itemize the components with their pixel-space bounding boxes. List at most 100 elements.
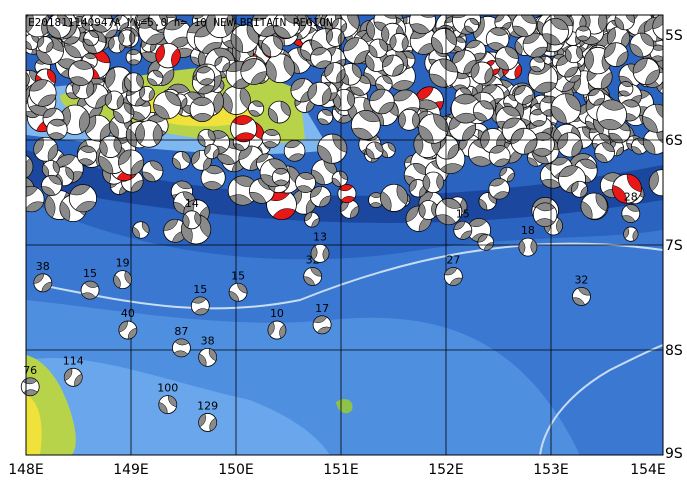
beachball — [135, 120, 163, 148]
beachball — [261, 35, 284, 58]
ball-quadrant — [580, 192, 608, 220]
beachball — [564, 45, 583, 64]
beachball — [197, 128, 216, 147]
event-depth: 38 — [201, 334, 215, 347]
event-beachball — [158, 395, 178, 415]
lat-label: 6S — [665, 133, 683, 149]
beachball — [485, 27, 510, 51]
beachball — [603, 42, 629, 67]
event-depth: 15 — [456, 207, 470, 220]
event-beachball — [113, 270, 132, 290]
beachball — [311, 159, 338, 186]
event-beachball — [171, 338, 191, 358]
contour — [39, 242, 663, 310]
beachball — [230, 115, 258, 143]
beachball — [431, 28, 457, 55]
beachball — [172, 151, 191, 170]
beachball — [557, 132, 583, 158]
event-depth: 13 — [313, 230, 327, 243]
beachball — [68, 60, 94, 87]
beachball — [230, 24, 260, 53]
beachball — [83, 30, 99, 47]
beachball — [59, 104, 91, 135]
ball-quadrant — [33, 273, 53, 292]
beachball — [147, 15, 168, 31]
beachball — [494, 46, 519, 71]
beachball — [104, 90, 124, 110]
beachball — [541, 18, 569, 46]
beachball — [380, 183, 409, 212]
event-depth: 19 — [116, 257, 130, 270]
beachball — [529, 108, 548, 127]
ball-quadrant — [196, 66, 214, 86]
beachball — [28, 79, 57, 107]
beachball — [365, 141, 384, 160]
ball-quadrant — [83, 30, 99, 46]
beachball — [147, 69, 164, 87]
ball-quadrant — [512, 15, 537, 37]
beachball — [514, 85, 534, 105]
ball-quadrant — [118, 320, 138, 340]
beachball — [488, 145, 511, 167]
ball-quadrant — [173, 338, 190, 358]
lat-label: 8S — [665, 343, 683, 359]
beachball — [271, 167, 291, 187]
ball-quadrant — [113, 270, 132, 289]
beachball — [268, 100, 291, 124]
beachball — [375, 75, 393, 93]
beachball — [240, 58, 268, 85]
contour — [539, 344, 663, 455]
ball-quadrant — [228, 283, 248, 302]
ball-quadrant — [598, 99, 625, 130]
lon-label: 154E — [630, 462, 666, 478]
ball-quadrant — [409, 15, 436, 34]
graticule: 148E 149E 150E 151E 152E 153E 154E 5S 6S 7S 8S 9S — [8, 15, 683, 478]
ball-quadrant — [495, 46, 519, 71]
beachball — [368, 38, 388, 58]
beachball — [332, 88, 356, 112]
beachball — [163, 19, 192, 48]
ball-quadrant — [139, 86, 155, 101]
ball-quadrant — [263, 129, 280, 148]
ball-quadrant — [42, 160, 60, 178]
ball-quadrant — [477, 234, 494, 251]
beachball — [326, 28, 345, 47]
ball-quadrant — [214, 56, 231, 72]
event-beachball — [228, 282, 248, 302]
event-depth: 10 — [270, 307, 284, 320]
ball-quadrant — [198, 348, 217, 367]
ball-quadrant — [69, 184, 97, 213]
event-beachball — [198, 347, 218, 367]
event-beachball — [310, 243, 330, 263]
beachball — [629, 32, 655, 58]
beachball — [90, 15, 113, 33]
lon-label: 153E — [533, 462, 569, 478]
ball-quadrant — [46, 15, 72, 39]
beachball — [26, 185, 45, 213]
ball-quadrant — [310, 186, 332, 207]
ball-quadrant — [26, 186, 44, 213]
event-depth: 28 — [624, 191, 638, 204]
beachball — [163, 218, 188, 243]
ball-quadrant — [489, 178, 510, 200]
lon-label: 152E — [428, 462, 464, 478]
ball-quadrant — [284, 140, 305, 162]
beachball — [532, 202, 558, 227]
ball-quadrant — [240, 58, 267, 85]
ball-quadrant — [541, 18, 569, 46]
event-depth: 114 — [63, 354, 84, 367]
beachball — [36, 36, 54, 53]
ball-quadrant — [317, 109, 333, 125]
beachball — [642, 103, 663, 133]
ball-quadrant — [273, 168, 289, 186]
beachball — [510, 127, 538, 155]
beachball — [408, 179, 428, 198]
beachball — [76, 145, 98, 166]
beachball — [46, 118, 68, 140]
beachball — [580, 192, 608, 220]
beachball — [304, 212, 320, 228]
event-depth: 40 — [121, 307, 135, 320]
beachball — [368, 192, 384, 208]
beachball — [189, 96, 215, 123]
